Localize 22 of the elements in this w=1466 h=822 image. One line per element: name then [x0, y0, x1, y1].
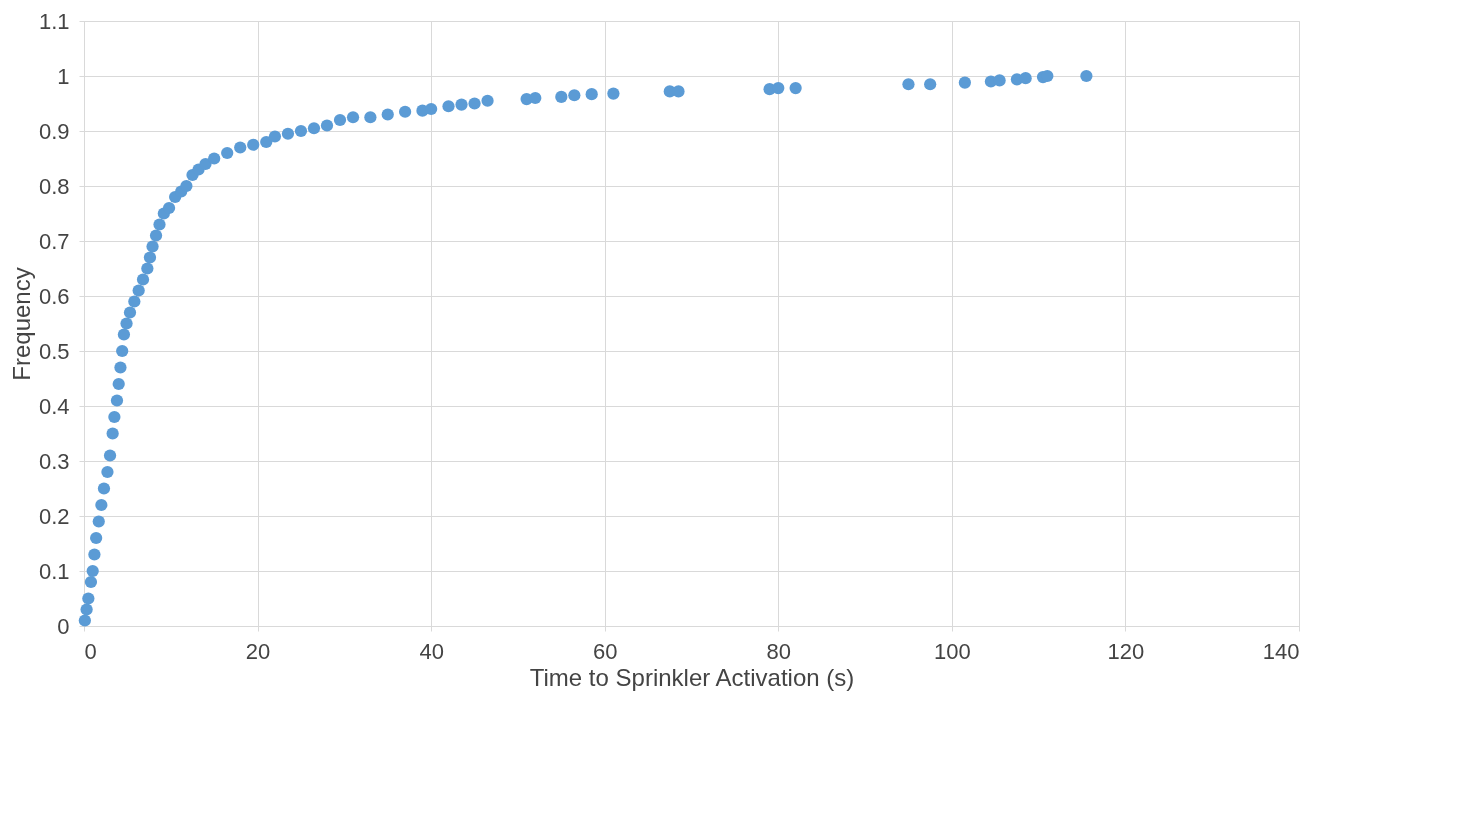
y-tick-label: 0	[57, 613, 70, 639]
x-tick-label: 60	[592, 638, 618, 664]
y-tick-label: 1.1	[38, 8, 70, 34]
y-tick-label: 0.2	[38, 503, 70, 529]
x-tick-label: 80	[766, 638, 792, 664]
x-tick-label: 100	[934, 638, 971, 664]
y-axis-title: Frequency	[7, 267, 35, 381]
x-tick-label: 20	[245, 638, 271, 664]
x-tick-label: 140	[1262, 638, 1300, 664]
x-tick-label: 40	[419, 638, 444, 664]
y-tick-label: 0.1	[38, 558, 70, 584]
x-tick-label: 120	[1107, 638, 1145, 664]
y-tick-label: 0.8	[38, 173, 70, 199]
y-tick-label: 0.3	[38, 448, 70, 474]
y-tick-label: 0.5	[38, 338, 70, 364]
y-tick-label: 0.4	[38, 393, 70, 419]
x-tick-label: 0	[84, 638, 97, 664]
y-tick-label: 0.6	[38, 283, 70, 309]
x-axis-title: Time to Sprinkler Activation (s)	[529, 663, 855, 691]
y-tick-label: 1	[57, 63, 70, 89]
y-tick-label: 0.7	[38, 228, 70, 254]
y-tick-label: 0.9	[38, 118, 70, 144]
